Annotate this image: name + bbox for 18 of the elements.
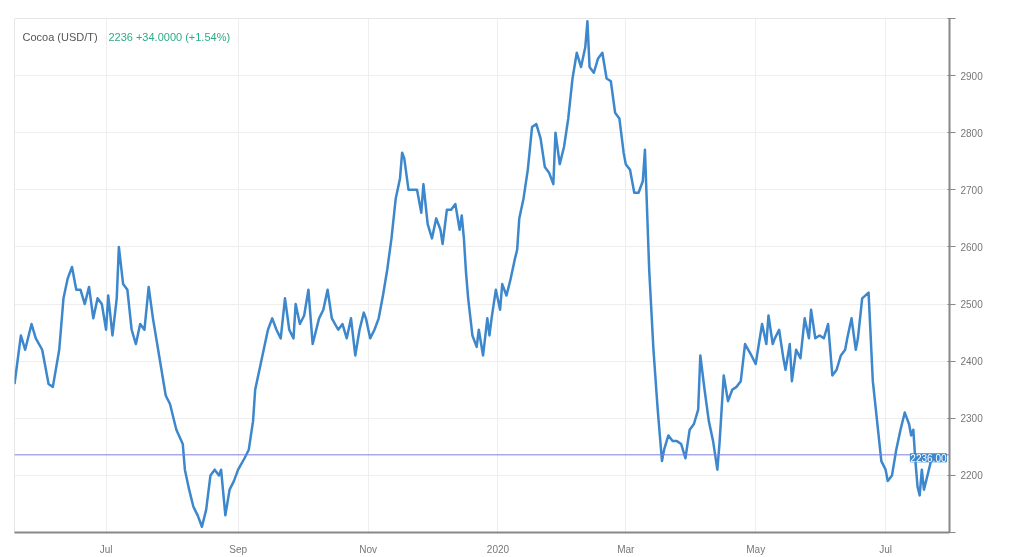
y-tick-label: 2500 (960, 299, 984, 311)
x-tick-label: Mar (617, 543, 636, 555)
y-tick-label: 2300 (960, 413, 984, 425)
x-tick-label: Nov (359, 543, 377, 555)
x-tick-label: 2020 (486, 543, 510, 555)
x-tick-label: May (746, 543, 766, 555)
text: Cocoa (USD/T) (22, 30, 98, 43)
x-tick-label: Sep (229, 543, 248, 555)
ref-line-label: 2236.00 (910, 452, 947, 464)
x-tick-label: Jul (99, 543, 113, 555)
y-tick-label: 2700 (960, 184, 984, 196)
y-tick-label: 2800 (960, 127, 984, 139)
y-tick-label: 2200 (960, 470, 984, 482)
y-tick-label: 2400 (960, 356, 984, 368)
y-tick-label: 2600 (960, 241, 984, 253)
y-tick-label: 2900 (960, 70, 984, 82)
x-tick-label: Jul (879, 543, 893, 555)
text: 2236 +34.0000 (+1.54%) (108, 30, 231, 43)
